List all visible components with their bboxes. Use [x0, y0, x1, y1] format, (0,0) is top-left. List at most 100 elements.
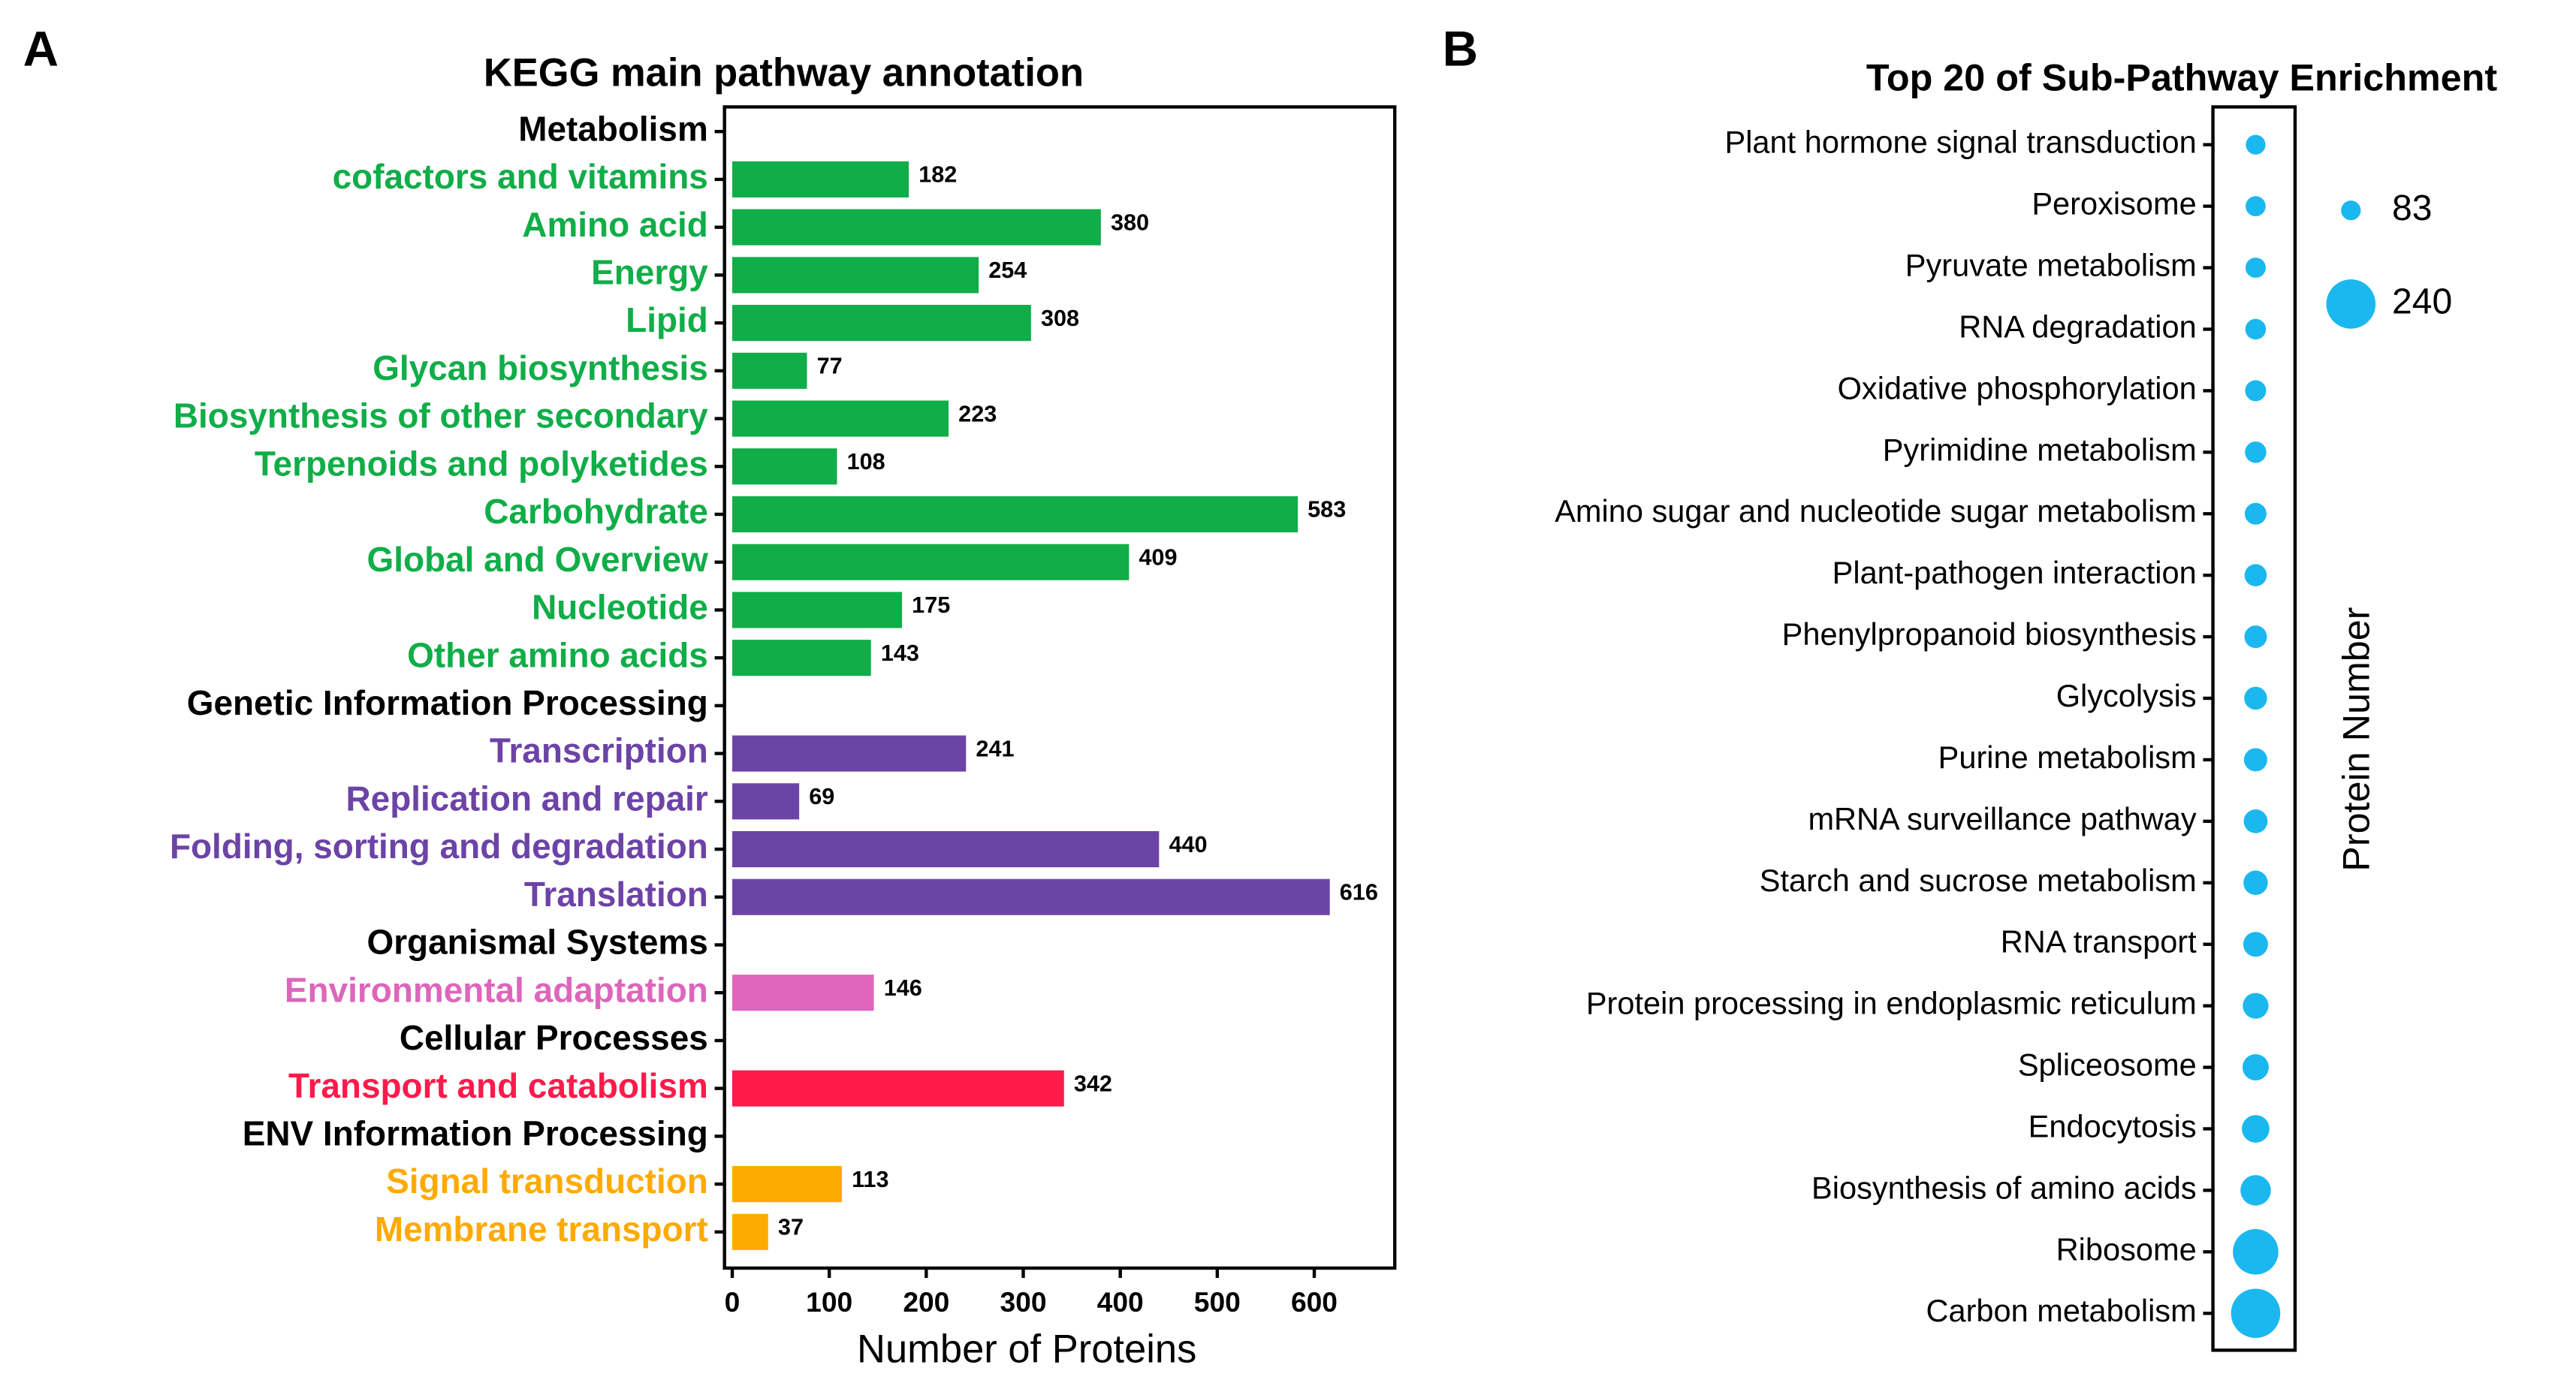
y-tick-label: Spliceosome — [2018, 1047, 2197, 1083]
chart-title: KEGG main pathway annotation — [484, 51, 1084, 95]
y-tick-label: cofactors and vitamins — [333, 157, 708, 196]
bar — [732, 209, 1101, 246]
value-label: 380 — [1111, 209, 1149, 235]
y-tick-label: Protein processing in endoplasmic reticu… — [1586, 986, 2197, 1021]
dot — [2246, 134, 2266, 155]
bar — [732, 830, 1160, 868]
dot — [2245, 380, 2267, 402]
panel-label: B — [1443, 22, 1478, 77]
y-tick-label: Purine metabolism — [1938, 740, 2197, 775]
y-tick-label: Glycolysis — [2056, 678, 2197, 713]
value-label: 409 — [1139, 544, 1177, 570]
dot — [2242, 1115, 2270, 1143]
bar — [732, 305, 1031, 342]
y-tick-label: Environmental adaptation — [285, 970, 708, 1009]
bar — [732, 352, 807, 389]
y-tick-label: Organismal Systems — [366, 923, 707, 962]
size-legend-title: Protein Number — [2335, 607, 2378, 871]
dot — [2244, 564, 2267, 586]
value-label: 616 — [1340, 879, 1378, 905]
y-tick-label: RNA transport — [2001, 924, 2197, 960]
y-tick-label: Translation — [524, 875, 708, 914]
value-label: 175 — [912, 592, 950, 618]
dot — [2243, 748, 2267, 772]
y-tick-label: Nucleotide — [532, 588, 708, 627]
y-tick-label: Pyrimidine metabolism — [1883, 432, 2197, 467]
bar — [732, 448, 837, 485]
y-tick-label: Biosynthesis of amino acids — [1811, 1170, 2197, 1205]
y-tick-label: Transcription — [490, 731, 708, 770]
y-tick-label: Cellular Processes — [400, 1018, 708, 1057]
y-tick-label: Glycan biosynthesis — [373, 348, 708, 387]
dot — [2243, 870, 2268, 896]
value-label: 308 — [1041, 306, 1079, 331]
y-tick-label: Replication and repair — [346, 779, 708, 818]
bar — [732, 1213, 768, 1250]
dot — [2244, 686, 2267, 710]
bar — [732, 496, 1299, 533]
bar — [732, 783, 800, 820]
y-tick-label: Oxidative phosphorylation — [1838, 370, 2197, 405]
y-tick-label: Lipid — [626, 300, 708, 339]
value-label: 342 — [1074, 1071, 1112, 1096]
y-tick-label: Carbohydrate — [484, 492, 708, 531]
legend-dot — [2326, 279, 2376, 329]
y-tick-label: Plant-pathogen interaction — [1832, 555, 2197, 590]
y-tick-label: Starch and sucrose metabolism — [1760, 863, 2197, 898]
bar — [732, 1166, 842, 1203]
value-label: 223 — [958, 401, 997, 426]
x-tick-label: 0 — [725, 1286, 741, 1318]
bar — [732, 735, 967, 772]
value-label: 143 — [881, 640, 919, 666]
legend-label: 83 — [2392, 188, 2433, 228]
dot — [2245, 318, 2267, 340]
value-label: 69 — [809, 784, 834, 809]
dot — [2242, 1054, 2269, 1081]
x-axis-label: Number of Proteins — [857, 1327, 1196, 1371]
x-tick-label: 100 — [806, 1286, 852, 1318]
y-tick-label: Genetic Information Processing — [187, 683, 708, 722]
dot — [2231, 1288, 2281, 1339]
value-label: 77 — [817, 354, 843, 379]
plot-frame — [2211, 105, 2297, 1352]
value-label: 182 — [918, 162, 957, 188]
y-tick-label: Biosynthesis of other secondary — [173, 396, 708, 435]
dot — [2245, 258, 2266, 279]
value-label: 108 — [847, 449, 885, 475]
bar — [732, 640, 871, 676]
dot — [2244, 625, 2267, 649]
y-tick-label: Peroxisome — [2032, 186, 2196, 221]
dot — [2246, 196, 2266, 217]
dot — [2243, 932, 2268, 957]
value-label: 37 — [778, 1215, 804, 1240]
y-tick-label: Metabolism — [518, 109, 708, 148]
value-label: 440 — [1169, 832, 1207, 857]
y-tick-label: Carbon metabolism — [1926, 1293, 2196, 1328]
y-tick-label: Amino acid — [522, 205, 708, 244]
bar — [732, 161, 909, 198]
x-tick-label: 500 — [1194, 1286, 1241, 1318]
y-tick-label: Endocytosis — [2029, 1108, 2197, 1143]
bar — [732, 878, 1330, 915]
y-tick-label: Membrane transport — [375, 1210, 708, 1249]
y-tick-label: Other amino acids — [407, 635, 708, 674]
x-tick-label: 400 — [1097, 1286, 1144, 1318]
dot — [2243, 809, 2268, 833]
dot — [2243, 993, 2269, 1019]
y-tick-label: Pyruvate metabolism — [1905, 248, 2197, 283]
value-label: 113 — [852, 1167, 888, 1192]
y-tick-label: Terpenoids and polyketides — [255, 444, 708, 483]
dot — [2244, 502, 2267, 525]
y-tick-label: ENV Information Processing — [243, 1114, 708, 1153]
bar — [732, 1070, 1064, 1107]
y-tick-label: Energy — [591, 253, 708, 292]
value-label: 241 — [976, 736, 1014, 761]
bar — [732, 257, 979, 294]
y-tick-label: Plant hormone signal transduction — [1724, 125, 2196, 160]
y-tick-label: RNA degradation — [1959, 309, 2196, 344]
bar — [732, 975, 874, 1011]
bar — [732, 544, 1130, 580]
bar — [732, 400, 949, 437]
